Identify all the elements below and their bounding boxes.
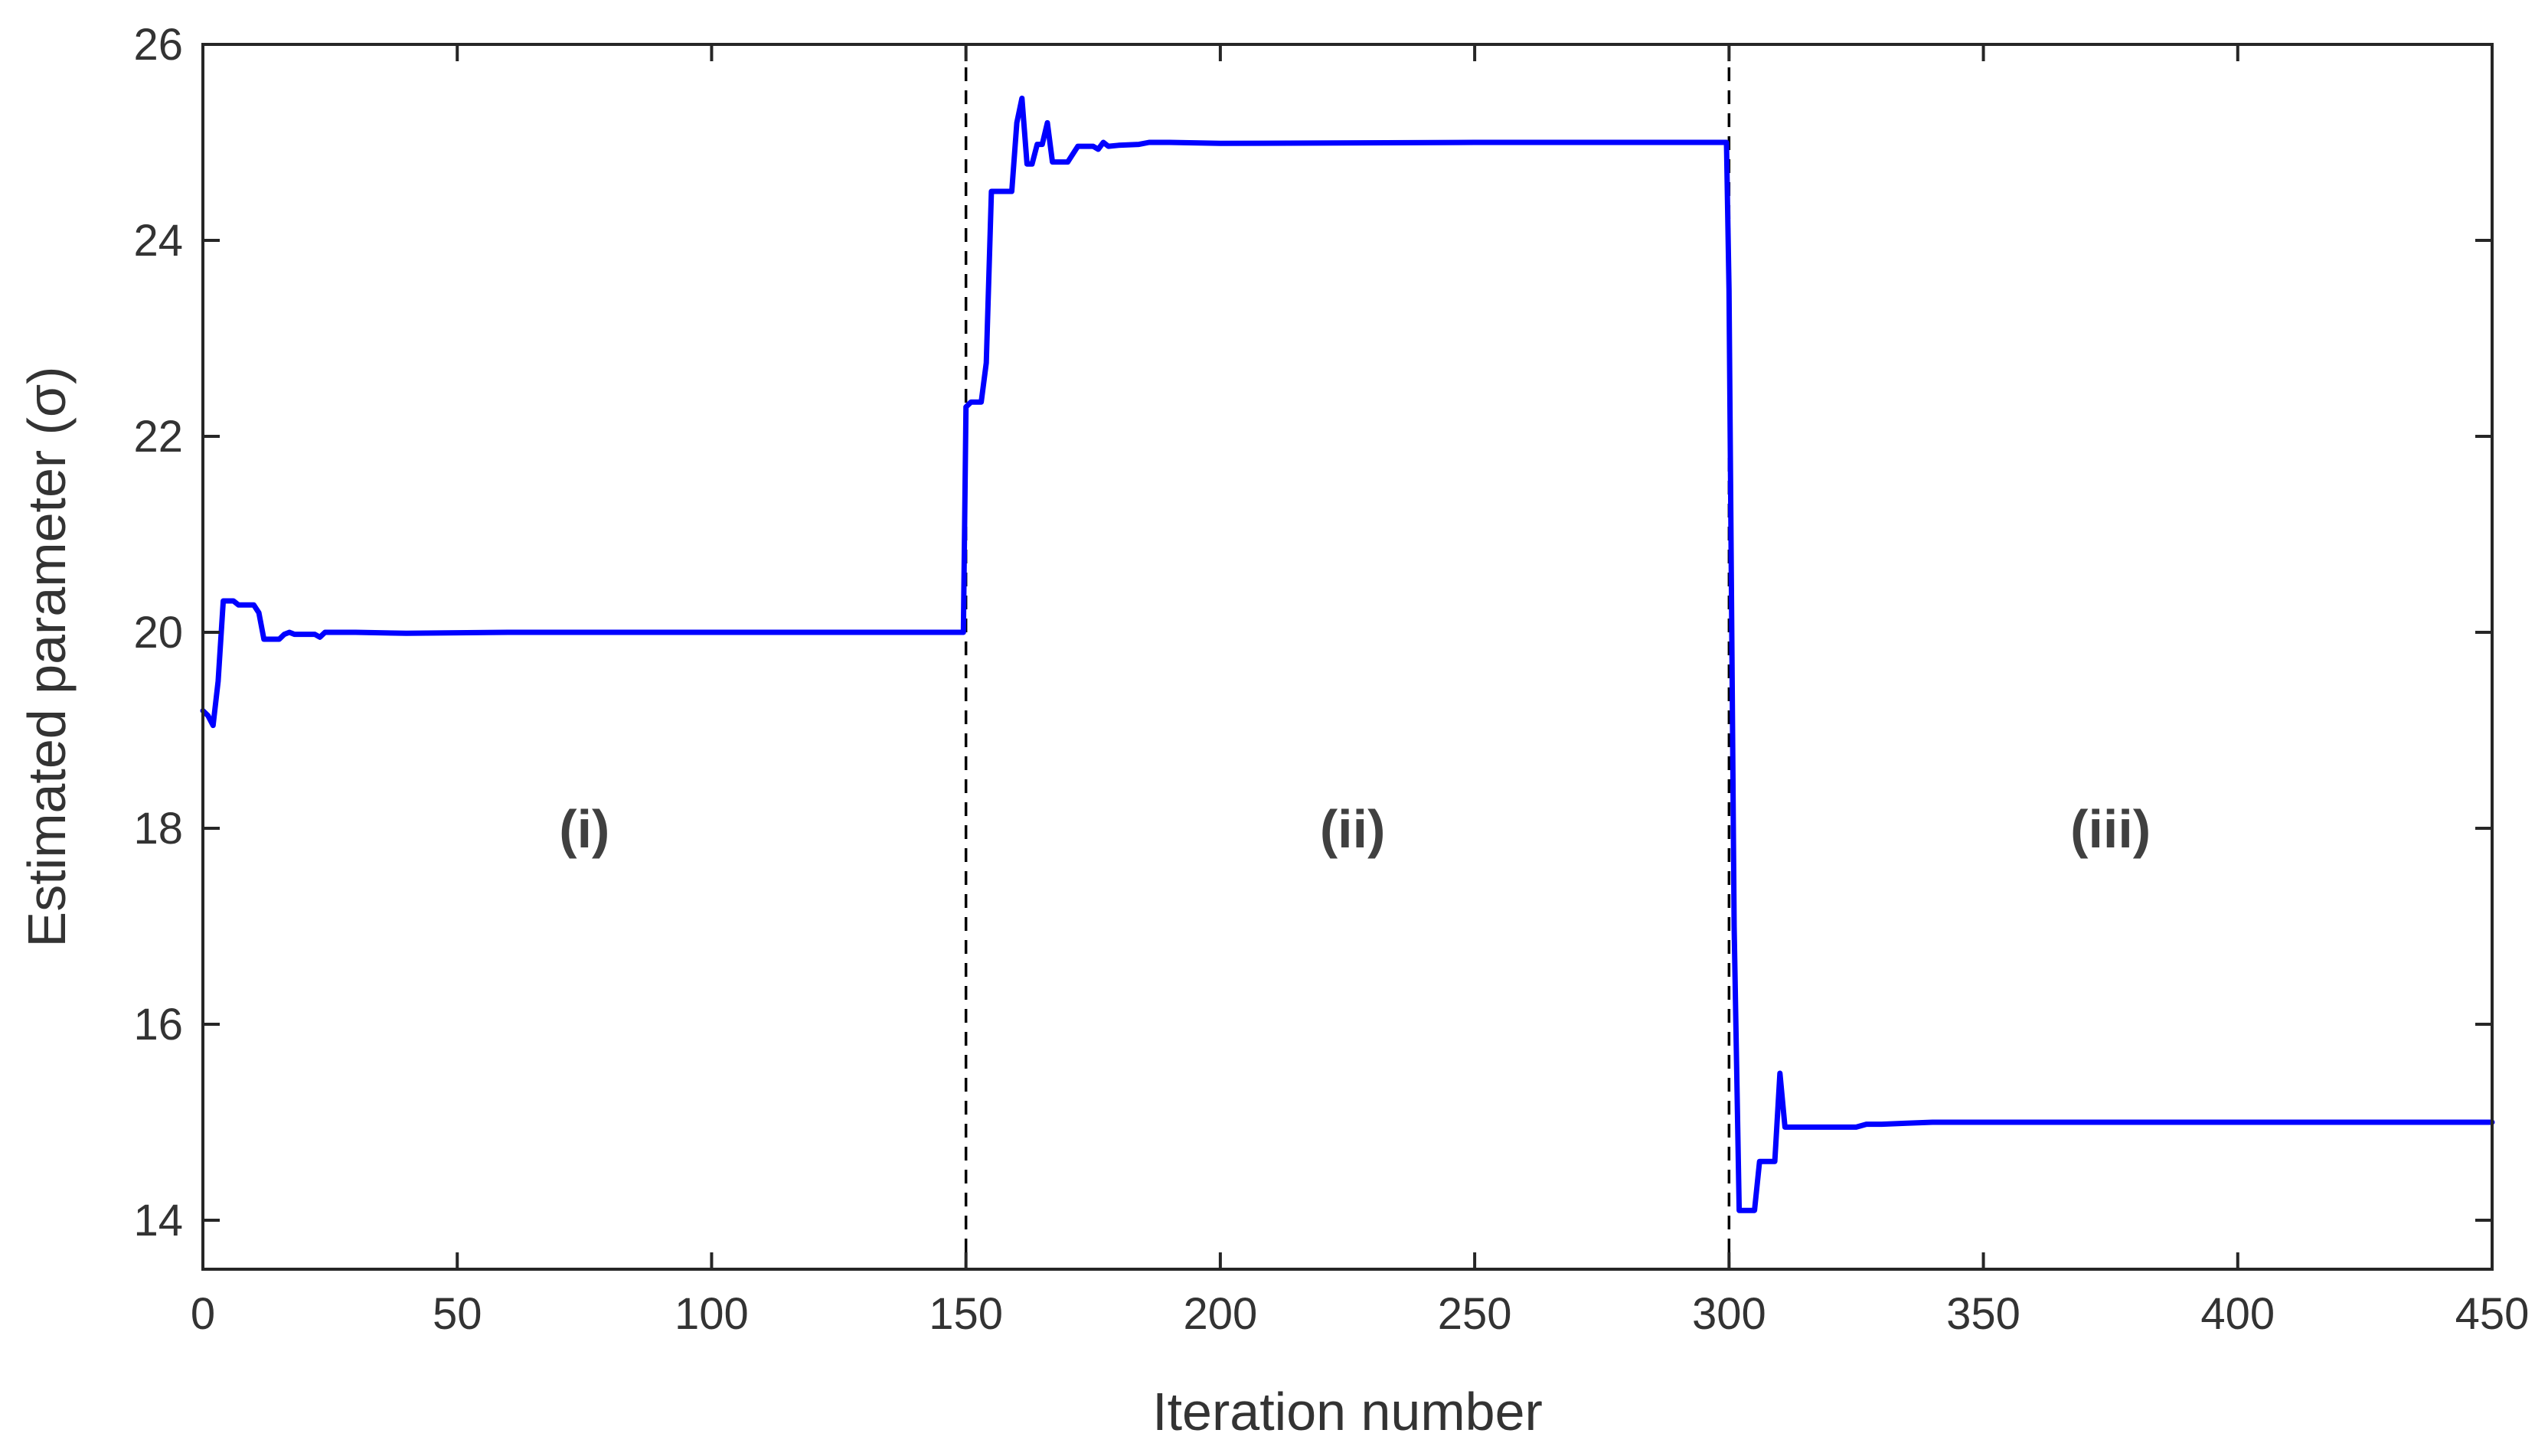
region-labels: (i) (ii) (iii) xyxy=(559,799,2151,859)
x-tick-label-0: 0 xyxy=(191,1289,215,1339)
x-tick-label-9: 450 xyxy=(2455,1289,2530,1339)
tick-labels: 0 50 100 150 200 250 300 350 400 450 14 16 18 20 22 24 2… xyxy=(133,20,2529,1339)
y-tick-label-0: 14 xyxy=(133,1196,183,1245)
series-line-0 xyxy=(200,95,2495,1213)
region-dividers xyxy=(964,44,1731,1269)
y-tick-label-1: 16 xyxy=(133,1000,183,1050)
region-label-2: (iii) xyxy=(2070,799,2151,859)
y-tick-label-2: 18 xyxy=(133,804,183,854)
x-tick-label-4: 200 xyxy=(1183,1289,1257,1339)
y-tick-label-6: 26 xyxy=(133,20,183,70)
x-tick-label-6: 300 xyxy=(1692,1289,1766,1339)
x-tick-label-1: 50 xyxy=(433,1289,482,1339)
x-tick-label-3: 150 xyxy=(929,1289,1003,1339)
y-axis-title: Estimated parameter (σ) xyxy=(17,367,77,948)
x-tick-label-5: 250 xyxy=(1438,1289,1512,1339)
y-tick-label-3: 20 xyxy=(133,608,183,658)
region-label-0: (i) xyxy=(559,799,609,859)
x-tick-label-7: 350 xyxy=(1946,1289,2020,1339)
x-tick-label-2: 100 xyxy=(675,1289,749,1339)
x-tick-label-8: 400 xyxy=(2200,1289,2275,1339)
axis-ticks xyxy=(201,43,2494,1269)
region-label-1: (ii) xyxy=(1320,799,1386,859)
series-layer xyxy=(200,95,2495,1213)
y-tick-label-4: 22 xyxy=(133,412,183,462)
plot-frame xyxy=(201,43,2494,1271)
y-tick-label-5: 24 xyxy=(133,216,183,266)
x-axis-title: Iteration number xyxy=(1152,1382,1543,1441)
